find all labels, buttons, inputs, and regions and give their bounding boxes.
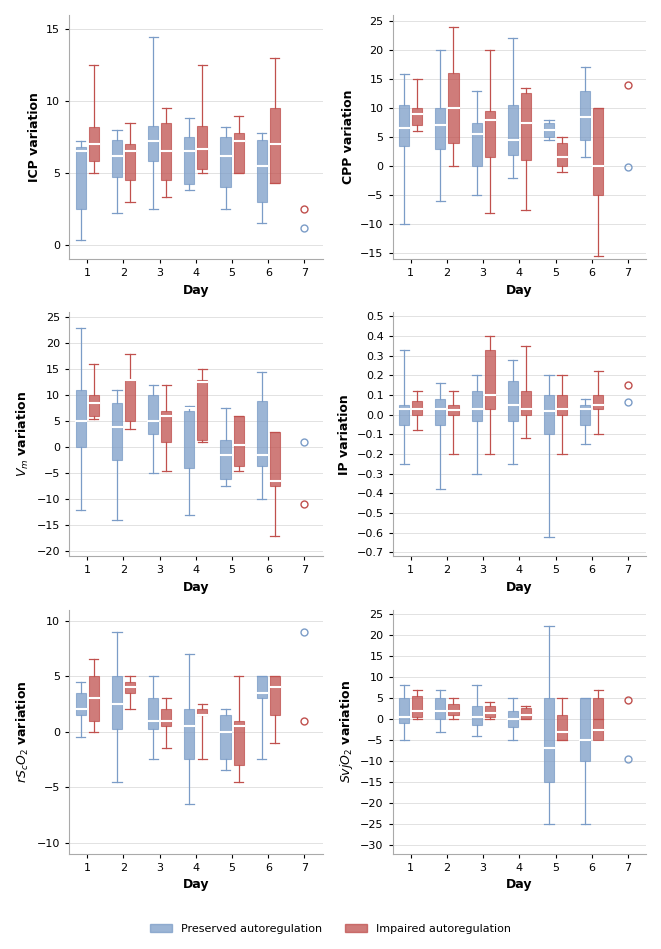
Bar xyxy=(521,94,531,160)
Bar xyxy=(221,439,231,478)
Bar xyxy=(399,105,409,146)
Bar xyxy=(89,127,99,161)
Bar xyxy=(412,696,422,716)
Bar xyxy=(544,395,554,435)
Bar xyxy=(184,137,194,184)
Bar xyxy=(557,715,567,740)
Bar xyxy=(112,676,122,730)
Bar xyxy=(544,698,554,782)
Y-axis label: $V_m$ variation: $V_m$ variation xyxy=(15,391,31,477)
Bar xyxy=(508,381,518,420)
Bar xyxy=(161,411,171,442)
Bar xyxy=(256,400,267,466)
Y-axis label: CPP variation: CPP variation xyxy=(342,90,355,184)
Bar xyxy=(161,710,171,726)
Bar xyxy=(256,140,267,202)
Bar xyxy=(471,706,482,725)
X-axis label: Day: Day xyxy=(182,878,209,891)
Bar xyxy=(198,125,208,169)
Bar xyxy=(544,122,554,137)
Bar xyxy=(580,698,590,761)
Bar xyxy=(221,137,231,187)
Bar xyxy=(580,405,590,424)
Bar xyxy=(89,676,99,720)
Bar xyxy=(436,108,446,149)
Bar xyxy=(593,395,603,409)
Y-axis label: $SvjO_2$ variation: $SvjO_2$ variation xyxy=(338,680,354,783)
X-axis label: Day: Day xyxy=(182,581,209,594)
Bar xyxy=(448,73,459,143)
Bar xyxy=(148,698,158,730)
Bar xyxy=(508,105,518,155)
Bar xyxy=(270,432,280,486)
Bar xyxy=(125,144,135,180)
Bar xyxy=(557,143,567,166)
X-axis label: Day: Day xyxy=(506,581,533,594)
Bar xyxy=(198,380,208,439)
Bar xyxy=(593,108,603,195)
Bar xyxy=(125,681,135,693)
Bar xyxy=(148,396,158,435)
Bar xyxy=(436,698,446,719)
Bar xyxy=(485,349,494,409)
Bar xyxy=(89,396,99,417)
Bar xyxy=(270,108,280,183)
Bar xyxy=(184,411,194,468)
Bar xyxy=(485,706,494,716)
Bar xyxy=(436,399,446,424)
Bar xyxy=(508,711,518,728)
X-axis label: Day: Day xyxy=(506,878,533,891)
Bar xyxy=(198,710,208,715)
Bar xyxy=(521,391,531,415)
Bar xyxy=(448,405,459,415)
Bar xyxy=(485,111,494,158)
Bar xyxy=(148,125,158,161)
Legend: Preserved autoregulation, Impaired autoregulation: Preserved autoregulation, Impaired autor… xyxy=(146,920,515,939)
Bar xyxy=(399,405,409,424)
X-axis label: Day: Day xyxy=(182,284,209,297)
Bar xyxy=(256,676,267,698)
Bar xyxy=(76,147,86,209)
X-axis label: Day: Day xyxy=(506,284,533,297)
Bar xyxy=(521,709,531,719)
Bar xyxy=(112,140,122,177)
Bar xyxy=(221,715,231,759)
Bar xyxy=(184,710,194,759)
Bar xyxy=(233,133,244,173)
Bar xyxy=(399,698,409,723)
Bar xyxy=(76,390,86,447)
Bar xyxy=(270,676,280,715)
Bar xyxy=(471,391,482,420)
Bar xyxy=(76,693,86,715)
Bar xyxy=(233,720,244,765)
Bar xyxy=(412,400,422,415)
Bar xyxy=(593,698,603,740)
Bar xyxy=(112,403,122,460)
Bar xyxy=(412,108,422,125)
Bar xyxy=(161,122,171,180)
Y-axis label: IP variation: IP variation xyxy=(338,394,351,474)
Bar xyxy=(125,380,135,421)
Bar xyxy=(580,90,590,140)
Y-axis label: ICP variation: ICP variation xyxy=(28,92,40,182)
Y-axis label: $rS_cO_2$ variation: $rS_cO_2$ variation xyxy=(15,680,31,783)
Bar xyxy=(448,704,459,715)
Bar xyxy=(557,395,567,415)
Bar xyxy=(233,417,244,466)
Bar xyxy=(471,122,482,166)
